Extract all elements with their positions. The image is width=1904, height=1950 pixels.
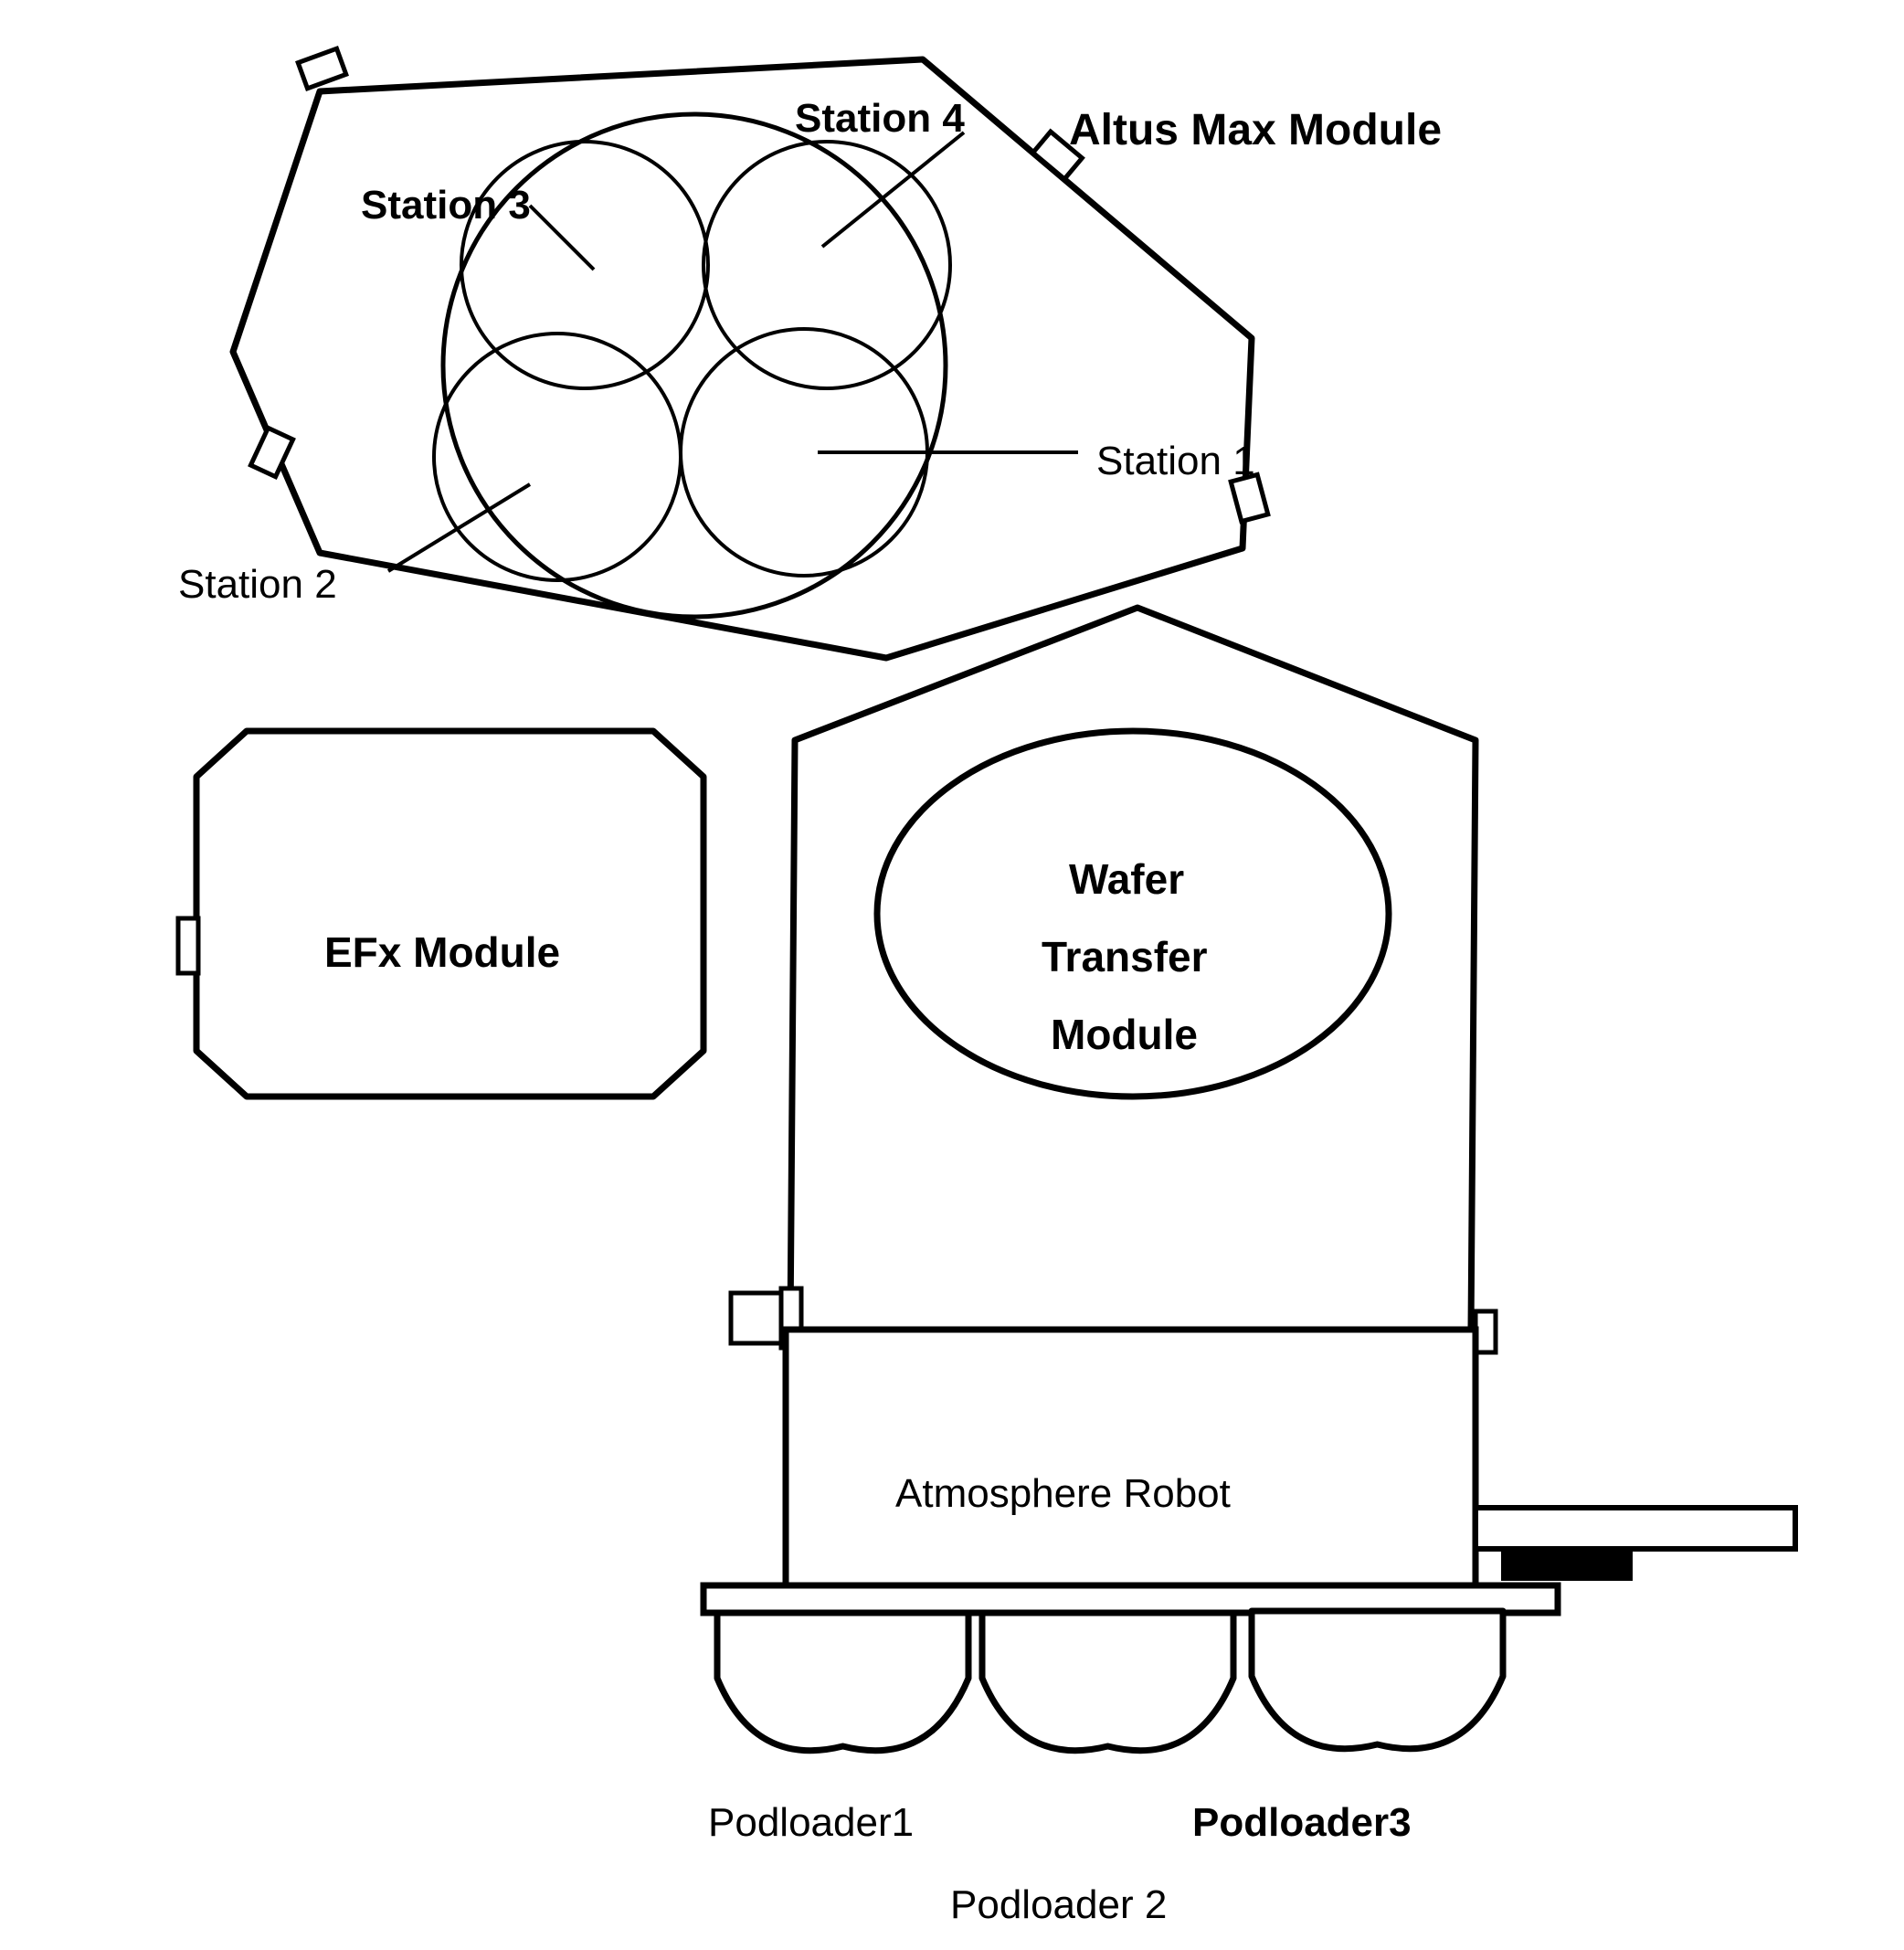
label-station-3: Station 3 (361, 183, 531, 228)
label-efx-module: EFx Module (324, 927, 560, 977)
efx-module (178, 731, 703, 1097)
label-station-2: Station 2 (178, 562, 337, 608)
equipment-diagram (0, 0, 1904, 1950)
atmosphere-robot (786, 1330, 1795, 1585)
label-podloader-2: Podloader 2 (950, 1882, 1167, 1928)
label-wtm-line3: Module (1051, 1010, 1198, 1059)
label-station-4: Station 4 (795, 96, 965, 142)
label-atmosphere-robot: Atmosphere Robot (895, 1471, 1231, 1517)
label-station-1: Station 1 (1096, 439, 1255, 484)
podloaders (703, 1585, 1558, 1751)
label-podloader-3: Podloader3 (1192, 1800, 1412, 1846)
label-altus-max: Altus Max Module (1069, 105, 1442, 155)
label-wtm-line1: Wafer (1069, 854, 1184, 904)
label-podloader-1: Podloader1 (708, 1800, 914, 1846)
label-wtm-line2: Transfer (1042, 932, 1208, 981)
